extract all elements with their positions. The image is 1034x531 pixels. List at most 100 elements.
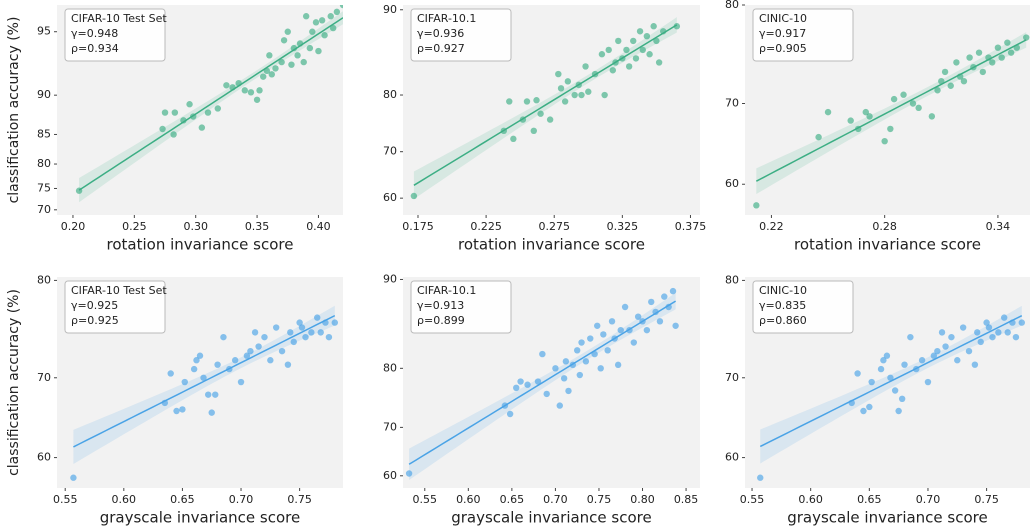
point (263, 67, 271, 75)
point (824, 108, 832, 116)
point (576, 371, 584, 379)
point (329, 24, 337, 32)
y-tick-label: 80 (383, 361, 397, 374)
y-tick-label: 70 (725, 371, 739, 384)
y-tick-label: 70 (37, 371, 51, 384)
plot-area (410, 17, 681, 200)
point (965, 347, 973, 355)
point (909, 100, 917, 107)
point (564, 78, 572, 85)
point (229, 84, 236, 91)
point (204, 109, 212, 116)
point (868, 378, 875, 386)
point (501, 402, 509, 409)
point (1004, 329, 1011, 336)
confidence-band (756, 32, 1027, 195)
point (205, 391, 212, 398)
point (1012, 333, 1020, 341)
plot-area (405, 287, 679, 481)
annotation-text: γ=0.948 (71, 27, 118, 40)
point (220, 333, 227, 341)
y-tick-label: 60 (383, 191, 397, 204)
point (298, 324, 306, 331)
plot-area (75, 5, 343, 203)
x-tick-label: 0.70 (916, 493, 941, 506)
y-tick-label: 70 (725, 96, 739, 109)
point (900, 91, 907, 98)
regression-line (73, 314, 336, 448)
point (212, 391, 219, 398)
point (883, 352, 891, 359)
x-axis-label: grayscale invariance score (787, 509, 988, 527)
point (253, 96, 261, 103)
point (208, 409, 215, 416)
point (930, 352, 938, 359)
point (302, 13, 310, 20)
point (938, 329, 946, 336)
point (523, 98, 531, 105)
x-axis-label: rotation invariance score (794, 236, 981, 254)
point (557, 85, 565, 92)
point (180, 117, 187, 124)
point (513, 384, 520, 392)
y-tick-label: 60 (383, 469, 397, 482)
point (891, 387, 899, 394)
y-tick-label: 95 (37, 25, 51, 38)
x-tick-label: 0.60 (112, 493, 137, 506)
point (309, 28, 316, 35)
point (585, 88, 592, 95)
point (614, 361, 622, 369)
point (543, 390, 550, 398)
point (970, 63, 977, 71)
point (284, 28, 291, 35)
point (173, 407, 180, 415)
regression-line (755, 39, 1027, 182)
point (75, 187, 83, 194)
y-tick-label: 75 (37, 181, 51, 194)
point (500, 127, 508, 135)
y-tick-label: 80 (37, 157, 51, 170)
point (223, 82, 230, 89)
point (630, 339, 638, 346)
plot-area (753, 32, 1030, 209)
x-tick-label: 0.55 (413, 493, 438, 506)
point (539, 350, 546, 358)
annotation-text: ρ=0.925 (71, 314, 119, 327)
point (181, 378, 188, 386)
annotation-text: CIFAR-10.1 (417, 284, 476, 297)
point (895, 407, 902, 415)
point (161, 399, 169, 407)
point (636, 28, 644, 35)
x-tick-label: 0.34 (986, 220, 1011, 233)
point (653, 37, 660, 45)
y-tick-label: 90 (37, 88, 51, 101)
point (314, 314, 321, 321)
point (915, 104, 922, 112)
point (630, 37, 637, 45)
point (907, 333, 914, 341)
point (989, 59, 996, 66)
point (643, 32, 651, 40)
annotation-text: γ=0.925 (71, 299, 118, 312)
point (994, 44, 1002, 51)
point (953, 59, 960, 66)
point (669, 287, 677, 295)
point (519, 116, 527, 123)
point (524, 381, 531, 388)
point (578, 339, 585, 346)
point (625, 63, 633, 70)
point (278, 347, 286, 355)
point (287, 329, 294, 336)
point (300, 58, 307, 66)
point (256, 87, 263, 94)
point (956, 73, 964, 80)
point (974, 329, 981, 336)
annotation-text: γ=0.913 (417, 299, 464, 312)
annotation-box (410, 280, 512, 334)
point (887, 125, 894, 133)
point (331, 319, 338, 326)
point (655, 59, 663, 66)
y-tick-label: 60 (725, 451, 739, 464)
point (959, 324, 967, 331)
annotation-text: CINIC-10 (759, 12, 807, 25)
